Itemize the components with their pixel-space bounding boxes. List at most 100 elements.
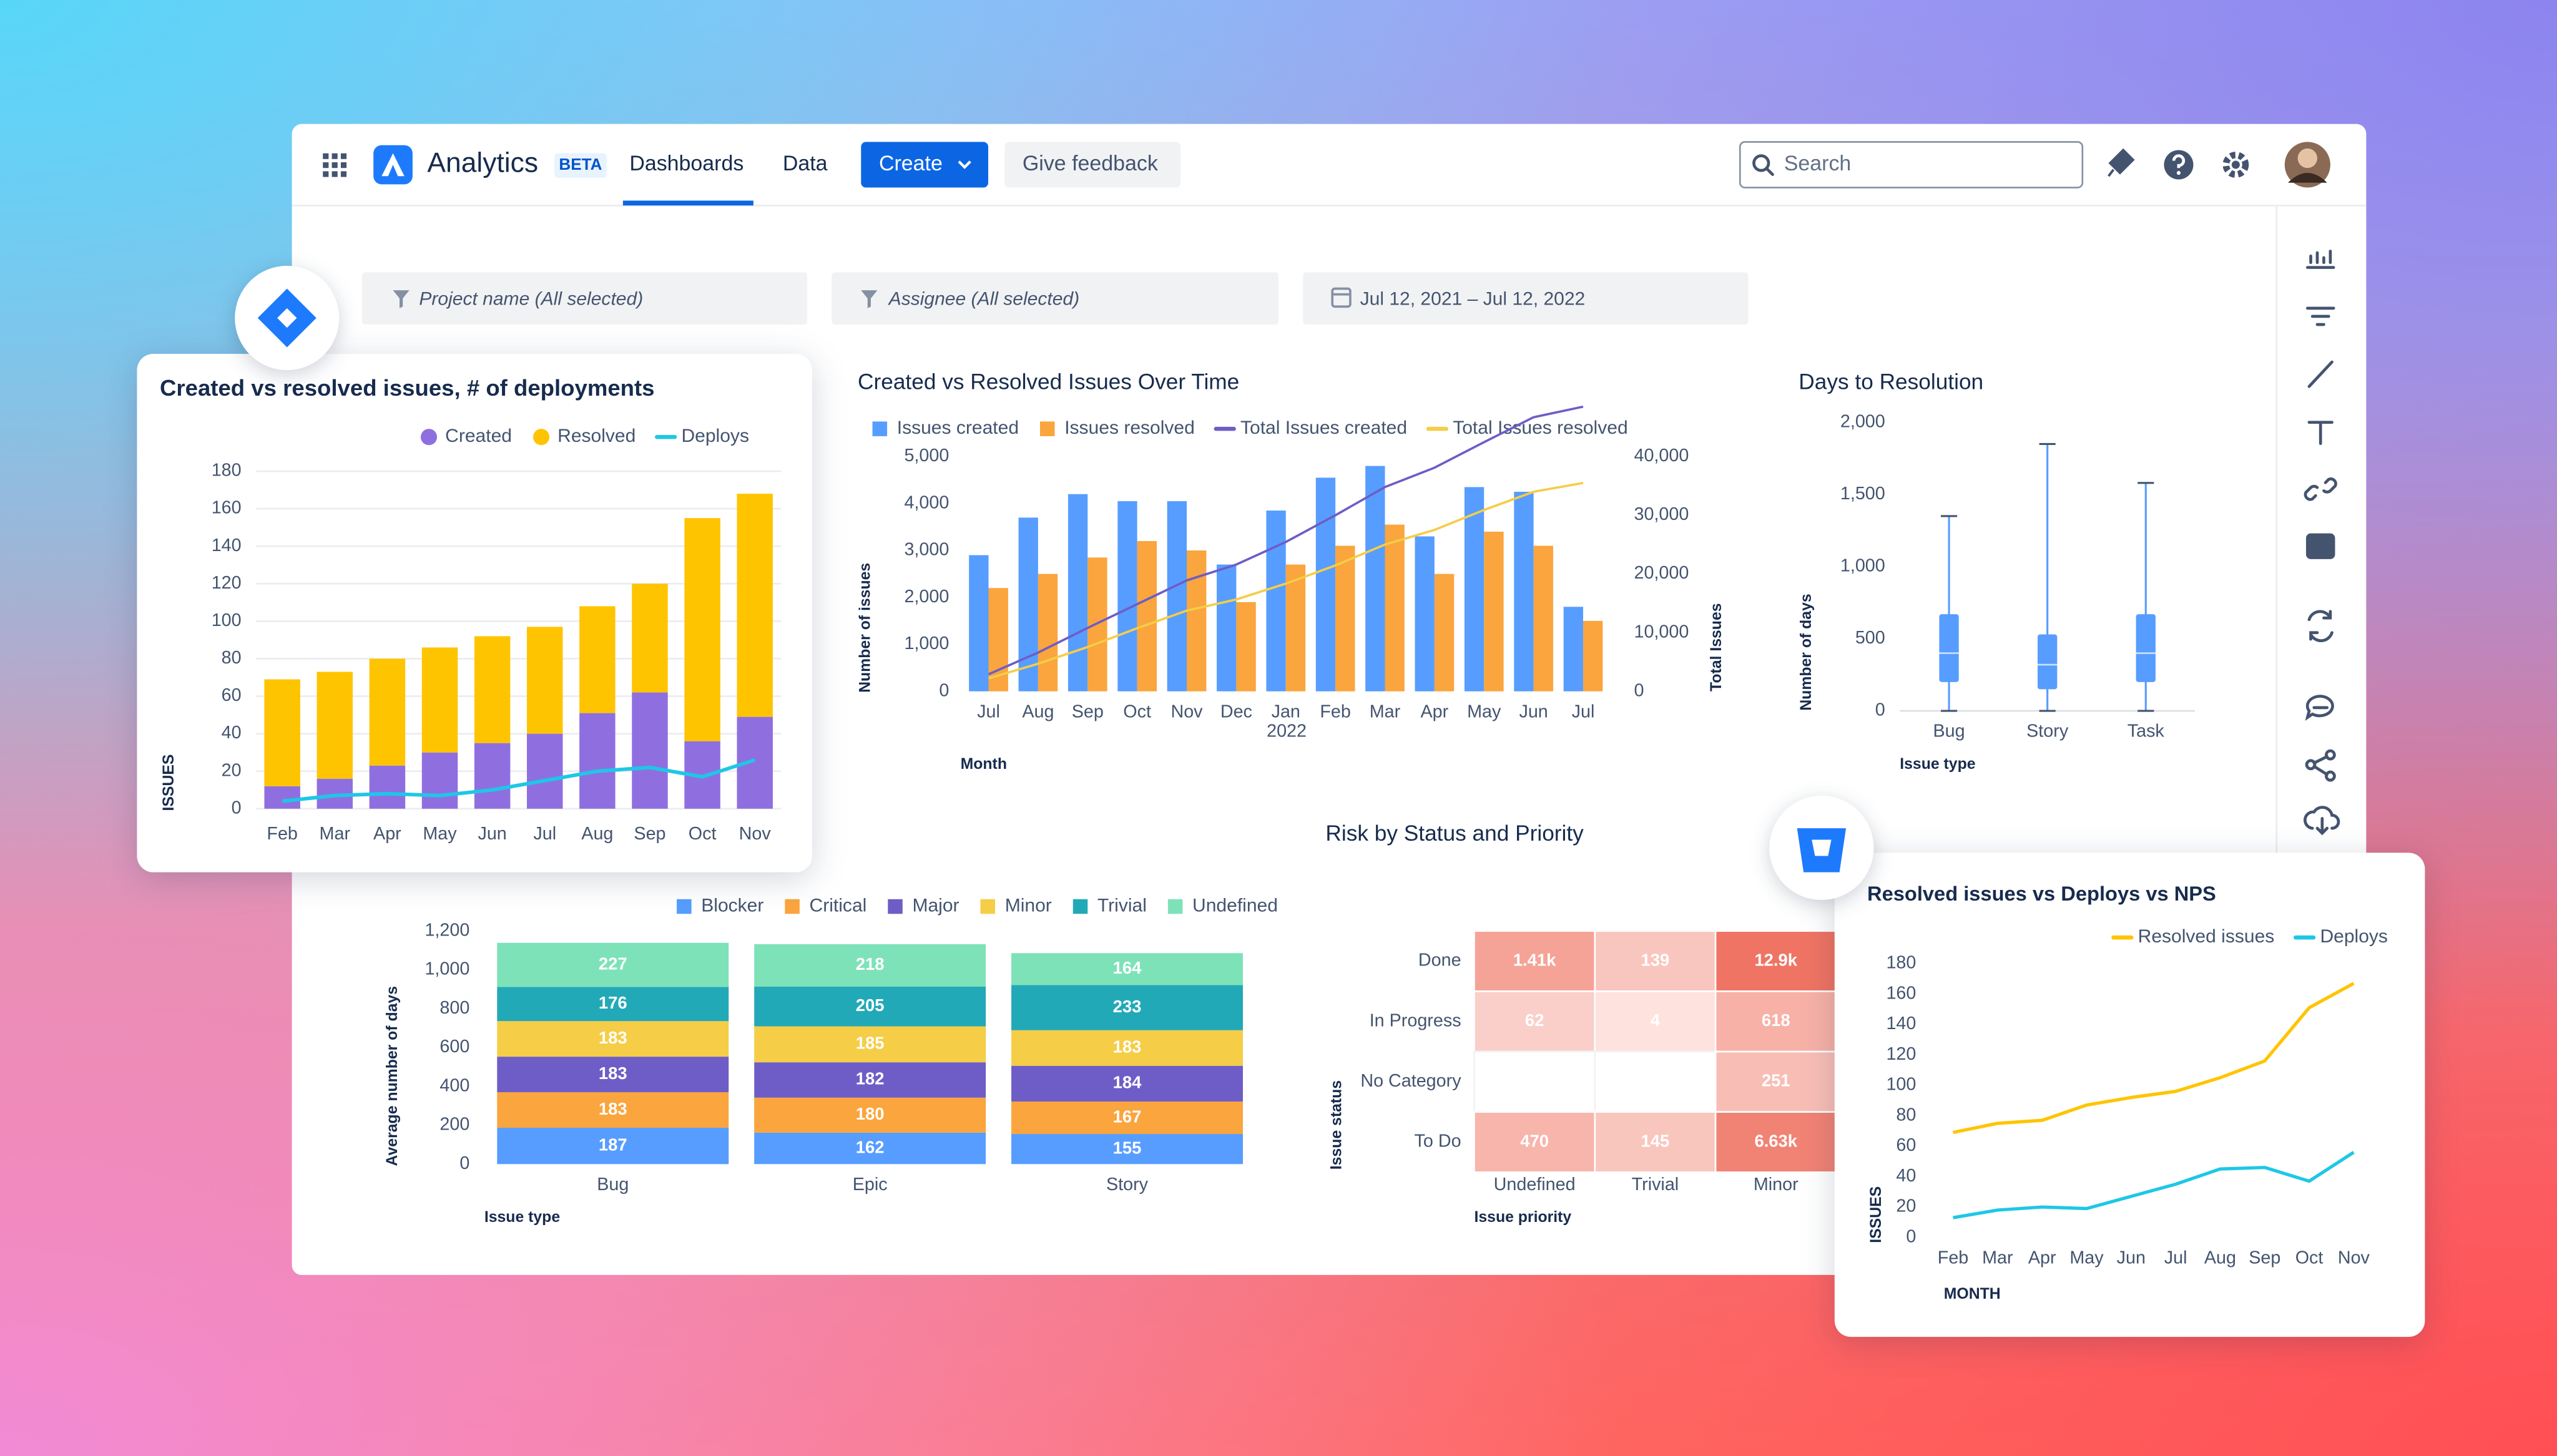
x-tick-label: Bug: [597, 1175, 629, 1195]
cell-label: 62: [1525, 1010, 1544, 1030]
column-label: Undefined: [1494, 1175, 1576, 1195]
app-switcher[interactable]: [323, 153, 347, 177]
series-line: [1953, 982, 2355, 1135]
y-tick-label: 1,000: [904, 633, 949, 653]
bar-segment: [497, 1057, 729, 1093]
bar: [1018, 517, 1038, 691]
bar: [1484, 531, 1504, 691]
x-tick-label: Apr: [1421, 701, 1449, 721]
cell-label: 6.63k: [1754, 1131, 1797, 1150]
x-tick-label: Nov: [2338, 1248, 2370, 1268]
y2-axis-title: Total Issues: [1708, 603, 1725, 691]
data-label: 183: [599, 1028, 627, 1047]
help-glyph: [2176, 170, 2181, 175]
cell-label: 139: [1641, 950, 1670, 969]
x-axis-title: Issue type: [484, 1209, 560, 1226]
x-tick-label: Sep: [634, 824, 665, 844]
bar-segment: [497, 942, 729, 987]
legend-swatch: [785, 899, 800, 914]
filter[interactable]: [361, 272, 808, 325]
logo[interactable]: [373, 145, 413, 185]
x-tick-label: Story: [2026, 721, 2069, 741]
y-tick-label: 140: [212, 535, 242, 555]
data-label: 176: [599, 993, 627, 1012]
data-label: 218: [856, 954, 885, 974]
x-sublabel: 2022: [1267, 721, 1307, 741]
chart-resolved-deploys: Resolved issues vs Deploys vs NPS ISSUES M…: [1867, 882, 2388, 1302]
chart-stacked-priority: Average number of days Issue type Blocker C…: [384, 895, 1278, 1226]
bar: [1365, 466, 1385, 691]
data-label: 155: [1113, 1138, 1142, 1157]
settings-icon[interactable]: [2222, 152, 2249, 178]
data-label: 227: [599, 954, 627, 973]
cell-label: 251: [1762, 1071, 1790, 1090]
x-tick-label: Mar: [320, 824, 351, 844]
bar-segment: [527, 733, 563, 809]
notifications-icon[interactable]: [2108, 148, 2135, 177]
x-tick-label: Jun: [1519, 701, 1548, 721]
bar-segment: [1011, 1134, 1243, 1165]
sidebar-tools[interactable]: [2304, 250, 2340, 836]
nav-tab[interactable]: Data: [783, 152, 828, 175]
x-tick-label: Jun: [478, 824, 506, 844]
data-label: 162: [856, 1137, 885, 1156]
y2-tick-label: 0: [1634, 680, 1644, 700]
legend-label: Trivial: [1097, 895, 1147, 916]
filter-label: Assignee (All selected): [888, 289, 1079, 310]
legend-label: Created: [445, 426, 512, 446]
bar: [1236, 602, 1256, 691]
x-tick-label: Nov: [1171, 701, 1203, 721]
bar: [1335, 545, 1355, 691]
y-tick-label: 80: [222, 648, 242, 668]
search-box[interactable]: [1739, 141, 2084, 188]
x-tick-label: Sep: [2249, 1248, 2280, 1268]
row-label: No Category: [1360, 1071, 1461, 1091]
series-line: [988, 405, 1584, 676]
y2-tick-label: 40,000: [1634, 446, 1689, 466]
cell-label: 470: [1520, 1131, 1549, 1150]
chart-title: Risk by Status and Priority: [1325, 821, 1584, 846]
date-filter[interactable]: [1303, 272, 1749, 325]
x-tick-label: Oct: [2295, 1248, 2324, 1268]
y-tick-label: 200: [439, 1115, 469, 1135]
legend-label: Undefined: [1192, 895, 1278, 916]
x-tick-label: Apr: [2028, 1248, 2056, 1268]
x-tick-label: Aug: [2204, 1248, 2236, 1268]
filter[interactable]: [832, 272, 1278, 325]
heat-cell: [1594, 930, 1717, 992]
data-label: 187: [599, 1135, 627, 1154]
box-body: [2136, 614, 2156, 682]
y-tick-label: 1,500: [1840, 484, 1885, 504]
heat-cell: [1594, 1111, 1717, 1173]
legend-swatch: [1167, 899, 1183, 914]
x-tick-label: May: [1467, 701, 1501, 721]
search-icon: [1765, 167, 1774, 176]
chart-created-resolved: Created vs resolved issues, # of deploym…: [160, 375, 782, 844]
bar: [1266, 511, 1286, 691]
create-button[interactable]: [861, 142, 989, 188]
bar-segment: [579, 713, 616, 809]
x-tick-label: Epic: [853, 1175, 888, 1195]
x-tick-label: Task: [2128, 721, 2165, 741]
settings-icon: [2231, 160, 2240, 169]
y-tick-label: 40: [1896, 1166, 1916, 1186]
legend-label: Resolved issues: [2138, 926, 2275, 947]
y-tick-label: 400: [439, 1075, 469, 1095]
bar-segment: [497, 1021, 729, 1057]
feedback-button[interactable]: [1004, 142, 1181, 188]
x-tick-label: Aug: [581, 824, 613, 844]
bar: [1533, 545, 1553, 691]
y-tick-label: 140: [1886, 1014, 1916, 1033]
data-label: 233: [1113, 997, 1142, 1016]
bar: [1415, 536, 1435, 691]
y-tick-label: 3,000: [904, 540, 949, 560]
nav-tab[interactable]: Dashboards: [629, 152, 744, 175]
bar-segment: [1011, 953, 1243, 985]
bar-segment: [369, 765, 406, 809]
column-label: Minor: [1754, 1175, 1799, 1195]
y-tick-label: 2,000: [1840, 411, 1885, 431]
cell-label: 1.41k: [1513, 950, 1556, 969]
bar: [969, 555, 989, 691]
chart-days-to-resolution: Days to Resolution Number of days Issue ty…: [1798, 369, 2196, 773]
